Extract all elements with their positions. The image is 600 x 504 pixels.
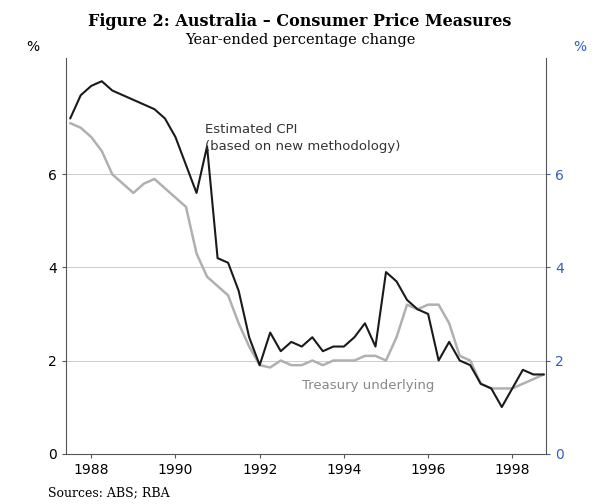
Text: Year-ended percentage change: Year-ended percentage change <box>185 33 415 47</box>
Text: %: % <box>573 40 586 54</box>
Text: Treasury underlying: Treasury underlying <box>302 379 434 392</box>
Text: Estimated CPI
(based on new methodology): Estimated CPI (based on new methodology) <box>205 123 400 153</box>
Text: %: % <box>26 40 39 54</box>
Text: Figure 2: Australia – Consumer Price Measures: Figure 2: Australia – Consumer Price Mea… <box>88 13 512 30</box>
Text: Sources: ABS; RBA: Sources: ABS; RBA <box>48 486 170 499</box>
